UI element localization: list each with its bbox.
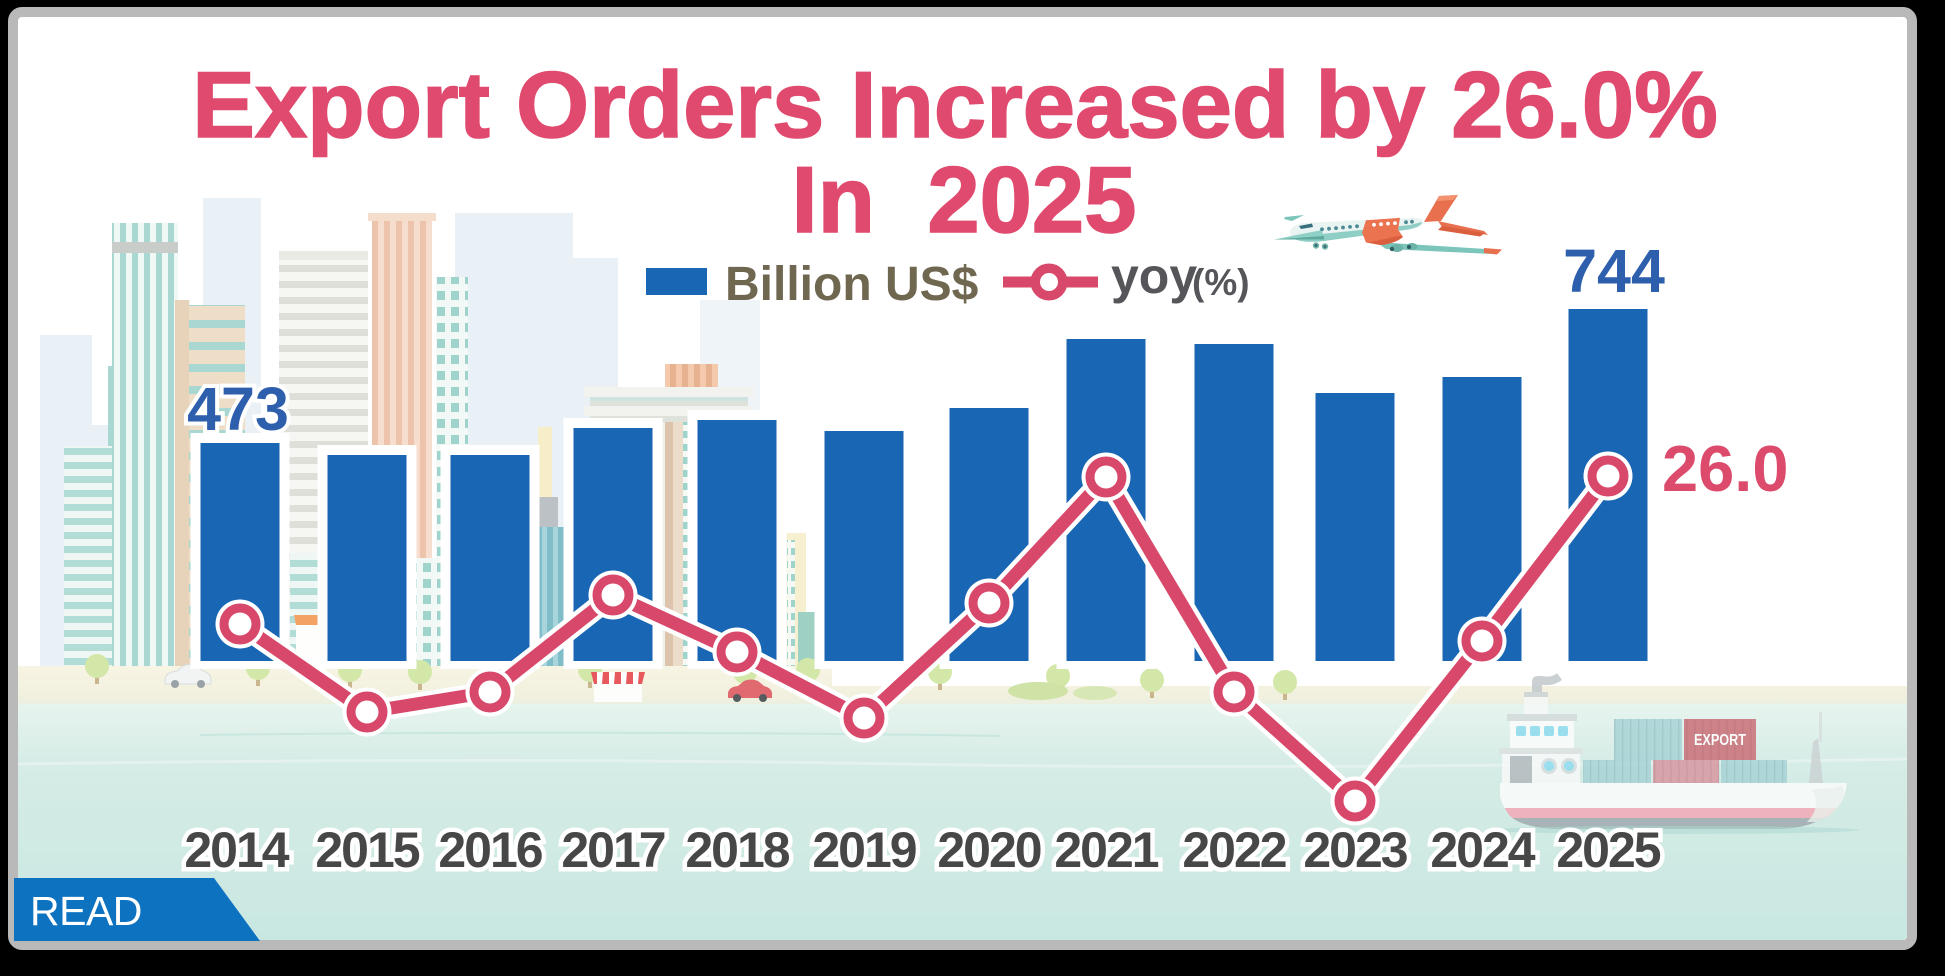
svg-text:2014: 2014 [184, 822, 289, 878]
svg-text:2017: 2017 [561, 822, 664, 878]
svg-text:2020: 2020 [937, 822, 1040, 878]
svg-text:2019: 2019 [812, 822, 915, 878]
svg-text:2016: 2016 [438, 822, 541, 878]
svg-text:2015: 2015 [315, 822, 419, 878]
svg-text:(%): (%) [1192, 262, 1250, 303]
svg-text:Export Orders Increased by 26.: Export Orders Increased by 26.0% [192, 52, 1718, 157]
svg-text:Billion US$: Billion US$ [725, 258, 979, 311]
svg-text:yoy: yoy [1111, 248, 1197, 304]
svg-text:2018: 2018 [685, 822, 789, 878]
svg-text:2025: 2025 [1556, 822, 1660, 878]
svg-text:2022: 2022 [1182, 822, 1285, 878]
svg-text:READ: READ [30, 888, 142, 934]
svg-text:EXPORT: EXPORT [1694, 732, 1746, 749]
svg-text:2021: 2021 [1054, 822, 1158, 878]
svg-text:744: 744 [1563, 237, 1665, 305]
svg-text:2023: 2023 [1303, 822, 1406, 878]
svg-text:2024: 2024 [1430, 822, 1535, 878]
svg-text:26.0: 26.0 [1662, 432, 1789, 505]
svg-text:In 2025: In 2025 [792, 147, 1137, 252]
svg-text:473: 473 [187, 375, 289, 443]
